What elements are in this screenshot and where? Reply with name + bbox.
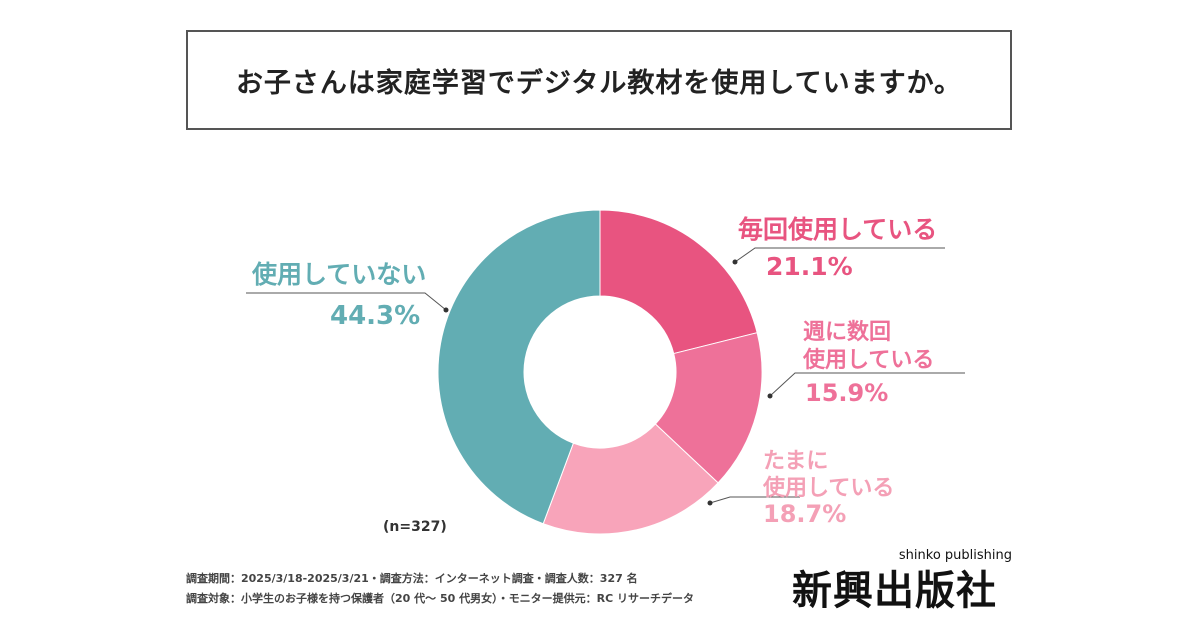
label-occasionally-line1: たまに	[763, 449, 829, 474]
logo-subtitle: shinko publishing	[898, 548, 1012, 563]
slice-several-times-week	[654, 332, 763, 484]
leader-line-s3	[246, 292, 447, 311]
footnote-survey-target: 調査対象：小学生のお子様を持つ保護者（20 代〜 50 代男女）・モニター提供元…	[186, 592, 694, 605]
leader-line-s1	[769, 372, 965, 397]
label-several-times-week-line2: 使用している	[803, 348, 935, 373]
chart-title: お子さんは家庭学習でデジタル教材を使用していますか。	[235, 67, 963, 99]
label-every-time: 毎回使用している	[738, 215, 938, 244]
leader-line-s2	[709, 496, 800, 504]
leader-dot-s1	[767, 393, 773, 399]
title-box: お子さんは家庭学習でデジタル教材を使用していますか。	[186, 30, 1012, 130]
leader-dot-s3	[443, 307, 449, 313]
value-not-used: 44.3%	[330, 301, 421, 331]
label-several-times-week-line1: 週に数回	[803, 320, 892, 345]
label-not-used: 使用していない	[252, 260, 427, 289]
logo-wordmark: 新興出版社	[792, 568, 997, 614]
slice-not-used	[437, 209, 601, 525]
leader-dot-s0	[732, 259, 738, 265]
leader-line-s0	[734, 247, 945, 263]
value-occasionally: 18.7%	[763, 500, 847, 528]
label-occasionally-line2: 使用している	[763, 476, 895, 501]
slice-every-time	[599, 209, 758, 355]
value-several-times-week: 15.9%	[805, 379, 889, 407]
publisher-logo: shinko publishing 新興出版社	[792, 548, 1022, 614]
value-every-time: 21.1%	[766, 252, 853, 281]
slice-occasionally	[542, 423, 719, 535]
footnote-survey-period: 調査期間：2025/3/18-2025/3/21・調査方法：インターネット調査・…	[186, 572, 638, 585]
leader-dot-s2	[707, 500, 713, 506]
sample-size-label: (n=327)	[383, 519, 447, 535]
